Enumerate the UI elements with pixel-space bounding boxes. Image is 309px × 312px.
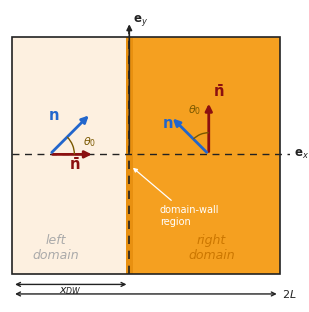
Text: $\mathbf{e}_y$: $\mathbf{e}_y$ (133, 12, 148, 27)
Bar (12, 37, 126, 274)
Text: $2L$: $2L$ (282, 288, 297, 300)
Bar (126, 37, 133, 274)
Text: $\mathbf{\bar{n}}$: $\mathbf{\bar{n}}$ (213, 83, 224, 100)
Text: $\mathbf{e}_x$: $\mathbf{e}_x$ (294, 148, 309, 161)
Text: $\mathbf{n}$: $\mathbf{n}$ (162, 116, 174, 131)
Text: $\mathbf{n}$: $\mathbf{n}$ (48, 108, 59, 123)
Text: $\theta_0$: $\theta_0$ (83, 135, 96, 149)
Bar (12, 37, 280, 274)
Text: $\theta_0$: $\theta_0$ (188, 103, 201, 116)
Text: right
domain: right domain (188, 234, 235, 262)
Bar (126, 37, 280, 274)
Text: left
domain: left domain (32, 234, 79, 262)
Text: $\mathbf{\bar{n}}$: $\mathbf{\bar{n}}$ (69, 156, 80, 173)
Text: $x_{DW}$: $x_{DW}$ (59, 285, 82, 297)
Text: domain-wall
region: domain-wall region (134, 169, 219, 227)
